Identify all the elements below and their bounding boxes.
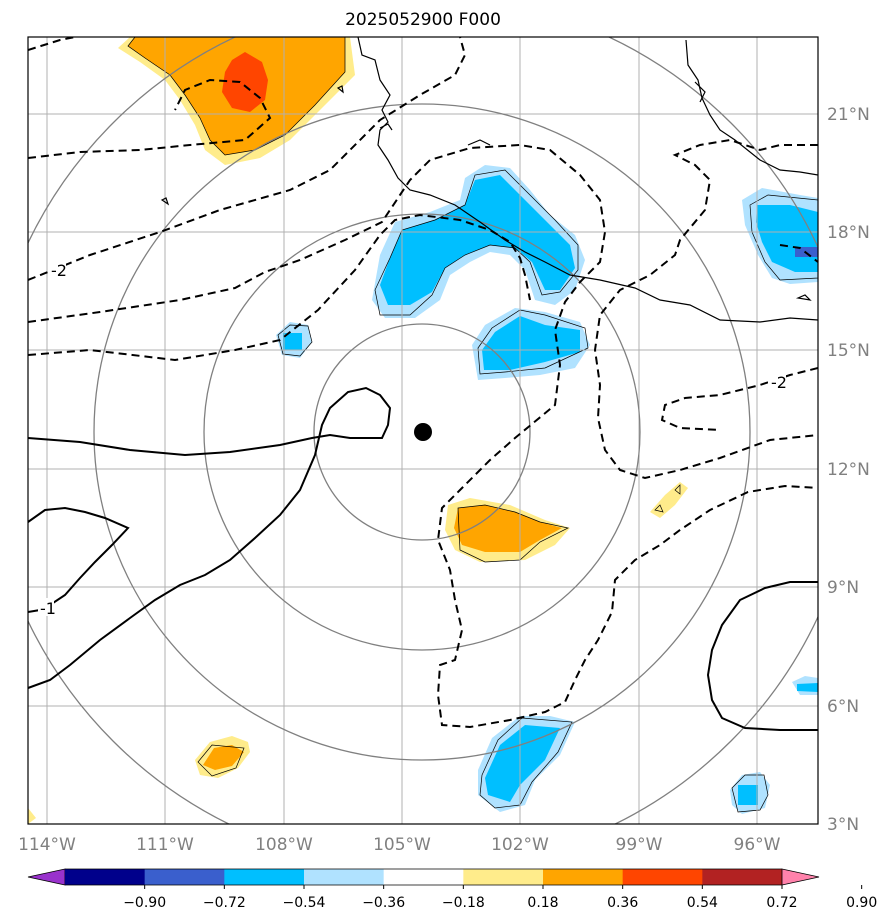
colorbar-segment [702, 869, 783, 885]
lon-label: 96°W [734, 835, 781, 855]
colorbar-border [65, 868, 782, 886]
contour-label: -1 [40, 599, 56, 618]
lon-label: 102°W [491, 835, 549, 855]
colorbar-segment [463, 869, 544, 885]
colorbar-tick-label: −0.90 [123, 895, 166, 911]
colorbar-tick-label: 0.90 [846, 895, 877, 911]
colorbar-extend-low [27, 868, 66, 886]
lat-label: 18°N [827, 223, 870, 243]
colorbar-extend-high [781, 868, 820, 886]
colorbar-tick-label: −0.72 [203, 895, 246, 911]
contours-dashed [28, 37, 818, 729]
lat-label: 12°N [827, 460, 870, 480]
latitude-labels: 21°N 18°N 15°N 12°N 9°N 6°N 3°N [827, 105, 870, 835]
colorbar-segment [383, 869, 464, 885]
colorbar-segment [304, 869, 385, 885]
contour-label: -2 [51, 261, 67, 280]
shading-outlines [127, 37, 818, 813]
shading-negative [276, 165, 818, 814]
map-area: -2 -2 -1 [28, 37, 818, 824]
lat-label: 15°N [827, 341, 870, 361]
range-rings [28, 37, 818, 824]
lat-label: 21°N [827, 105, 870, 125]
lat-label: 9°N [827, 578, 859, 598]
longitude-labels: 114°W 111°W 108°W 105°W 102°W 99°W 96°W [18, 835, 781, 855]
colorbar-tick-label: −0.18 [442, 895, 485, 911]
colorbar-tick-label: 0.72 [766, 895, 797, 911]
lon-label: 114°W [18, 835, 76, 855]
colorbar-tick-label: 0.18 [527, 895, 558, 911]
colorbar-tick-label: 0.36 [607, 895, 638, 911]
contour-labels: -2 -2 -1 [38, 260, 787, 618]
lon-label: 108°W [255, 835, 313, 855]
colorbar-segment [65, 869, 146, 885]
map-title: 2025052900 F000 [345, 10, 501, 30]
coastline [160, 37, 818, 323]
grid-lines [28, 37, 818, 824]
colorbar-segment [224, 869, 305, 885]
map-frame [27, 36, 819, 825]
contour-label: -2 [771, 373, 787, 392]
lat-label: 6°N [827, 697, 859, 717]
colorbar: −0.90 −0.72 −0.54 −0.36 −0.18 0.18 0.36 0.54 0.7… [27, 868, 877, 911]
lon-label: 105°W [373, 835, 431, 855]
storm-center-marker [414, 423, 432, 441]
colorbar-segment [543, 869, 624, 885]
colorbar-tick-label: −0.36 [362, 895, 405, 911]
lon-label: 99°W [616, 835, 663, 855]
colorbar-tick-label: −0.54 [283, 895, 326, 911]
lon-label: 111°W [136, 835, 194, 855]
colorbar-tick-label: 0.54 [687, 895, 718, 911]
lat-label: 3°N [827, 815, 859, 835]
colorbar-segment [622, 869, 703, 885]
colorbar-segment [144, 869, 225, 885]
